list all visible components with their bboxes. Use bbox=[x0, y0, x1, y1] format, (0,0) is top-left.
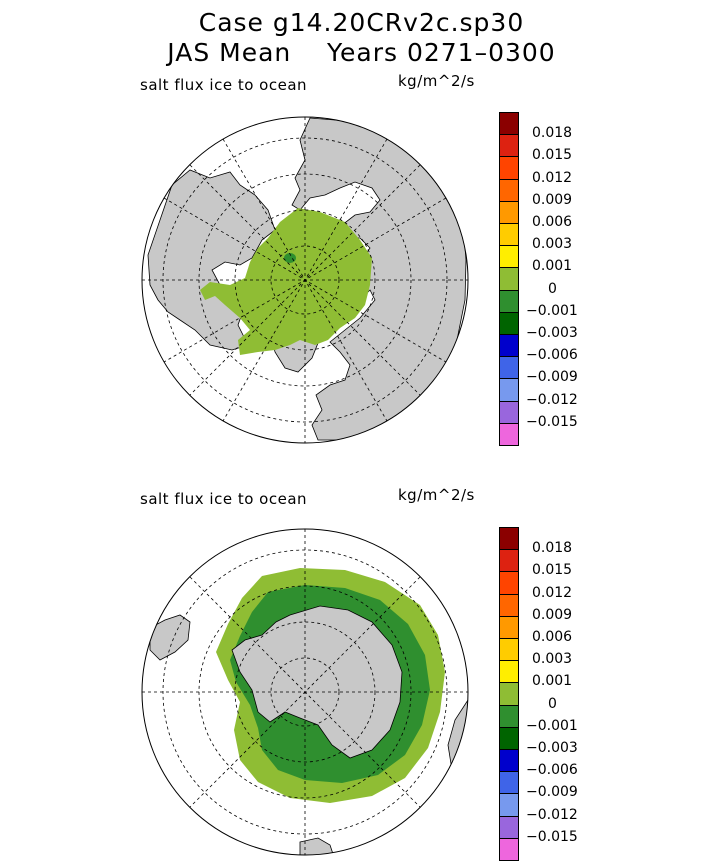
south-colorbar-tick-label: 0.015 bbox=[532, 562, 573, 579]
north-colorbar-swatch bbox=[499, 156, 519, 180]
south-colorbar-swatch bbox=[499, 704, 519, 728]
south-colorbar-swatch bbox=[499, 660, 519, 684]
south-land-australia bbox=[447, 698, 468, 773]
south-colorbar-swatch bbox=[499, 837, 519, 861]
north-colorbar-swatch bbox=[499, 134, 519, 158]
south-colorbar-tick-label: −0.009 bbox=[526, 784, 578, 801]
south-colorbar-swatch bbox=[499, 527, 519, 551]
south-colorbar-tick-label: 0.012 bbox=[532, 584, 573, 601]
south-colorbar-tick-label: −0.015 bbox=[526, 828, 578, 845]
north-colorbar-tick-label: −0.009 bbox=[526, 369, 578, 386]
north-colorbar-tick-label: 0.003 bbox=[532, 236, 573, 253]
north-colorbar-tick-label: 0 bbox=[548, 280, 557, 297]
north-colorbar-swatch bbox=[499, 378, 519, 402]
south-land-antarctica bbox=[231, 605, 403, 759]
south-colorbar-tick-label: −0.001 bbox=[526, 717, 578, 734]
north-colorbar-swatch bbox=[499, 178, 519, 202]
north-units-label: kg/m^2/s bbox=[398, 72, 475, 90]
south-ice-positive bbox=[216, 568, 445, 803]
figure-title-line2: JAS Mean Years 0271–0300 bbox=[167, 38, 556, 67]
north-colorbar-tick-label: 0.018 bbox=[532, 125, 573, 142]
south-colorbar-swatch bbox=[499, 638, 519, 662]
north-land-eurasia bbox=[291, 117, 467, 441]
south-colorbar-swatch bbox=[499, 549, 519, 573]
north-colorbar-swatch bbox=[499, 311, 519, 335]
north-land-america bbox=[147, 169, 276, 351]
north-colorbar-swatch bbox=[499, 334, 519, 358]
north-colorbar-tick-label: 0.012 bbox=[532, 169, 573, 186]
south-colorbar-swatch bbox=[499, 726, 519, 750]
south-colorbar-swatch bbox=[499, 593, 519, 617]
south-colorbar-tick-label: 0 bbox=[548, 695, 557, 712]
south-colorbar-tick-label: −0.003 bbox=[526, 740, 578, 756]
north-land-greenland bbox=[269, 317, 321, 373]
south-colorbar-swatch bbox=[499, 615, 519, 639]
south-colorbar-swatch bbox=[499, 749, 519, 773]
north-colorbar-swatch bbox=[499, 289, 519, 313]
north-colorbar-tick-label: −0.003 bbox=[526, 325, 578, 341]
north-colorbar-tick-label: 0.006 bbox=[532, 214, 573, 230]
north-ice-positive bbox=[200, 208, 372, 355]
south-land-africa bbox=[299, 837, 336, 855]
south-land-south-america bbox=[149, 614, 191, 661]
north-colorbar-tick-label: −0.006 bbox=[526, 347, 578, 364]
north-colorbar-swatch bbox=[499, 112, 519, 136]
south-ice-near-zero bbox=[230, 585, 430, 783]
south-colorbar-tick-label: 0.018 bbox=[532, 540, 573, 557]
south-panel-label: salt flux ice to ocean bbox=[140, 490, 308, 508]
south-colorbar-tick-label: −0.012 bbox=[526, 806, 578, 823]
south-colorbar-tick-label: 0.003 bbox=[532, 651, 573, 668]
south-colorbar-tick-label: 0.009 bbox=[532, 606, 573, 623]
south-colorbar-swatch bbox=[499, 815, 519, 839]
north-colorbar-swatch bbox=[499, 356, 519, 380]
south-colorbar-swatch bbox=[499, 571, 519, 595]
north-ice-near-zero-patch bbox=[284, 253, 296, 263]
north-colorbar-swatch bbox=[499, 223, 519, 247]
south-units-label: kg/m^2/s bbox=[398, 486, 475, 504]
north-colorbar-tick-label: −0.012 bbox=[526, 391, 578, 408]
north-colorbar-tick-label: 0.009 bbox=[532, 191, 573, 208]
north-colorbar-tick-label: −0.001 bbox=[526, 302, 578, 319]
north-colorbar-swatch bbox=[499, 267, 519, 291]
south-colorbar-tick-label: −0.006 bbox=[526, 762, 578, 779]
south-colorbar-tick-label: 0.006 bbox=[532, 629, 573, 645]
north-colorbar-tick-label: 0.015 bbox=[532, 147, 573, 164]
north-colorbar-swatch bbox=[499, 245, 519, 269]
south-colorbar-tick-label: 0.001 bbox=[532, 673, 573, 690]
north-panel-label: salt flux ice to ocean bbox=[140, 76, 308, 94]
north-colorbar-swatch bbox=[499, 422, 519, 446]
south-colorbar-swatch bbox=[499, 771, 519, 795]
south-colorbar-swatch bbox=[499, 682, 519, 706]
north-colorbar-tick-label: 0.001 bbox=[532, 258, 573, 275]
north-colorbar-swatch bbox=[499, 200, 519, 224]
figure-title-line1: Case g14.20CRv2c.sp30 bbox=[198, 8, 525, 37]
south-colorbar-swatch bbox=[499, 793, 519, 817]
north-colorbar-swatch bbox=[499, 400, 519, 424]
north-colorbar-tick-label: −0.015 bbox=[526, 413, 578, 430]
